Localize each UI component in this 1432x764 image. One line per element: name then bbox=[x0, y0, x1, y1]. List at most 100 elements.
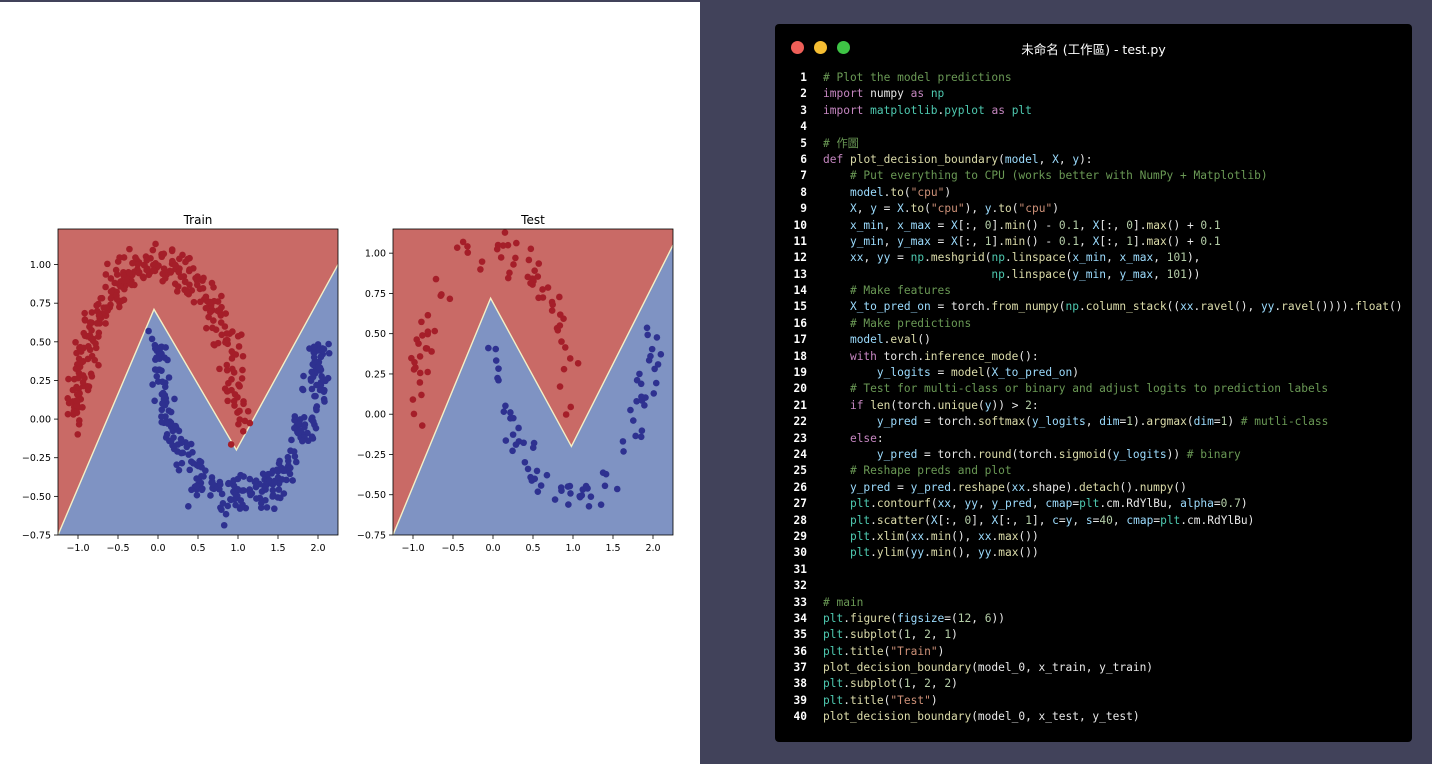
test-plot: −1.0 −0.5 0.0 0.5 1.0 1.5 2.0 −0.75 −0.50 −0.25 0.… bbox=[357, 213, 674, 554]
line-number: 12 bbox=[793, 251, 807, 265]
data-point bbox=[228, 375, 235, 383]
code-line[interactable]: 31 bbox=[775, 562, 1412, 578]
line-code: plt.xlim(xx.min(), xx.max()) bbox=[849, 529, 1039, 543]
code-area[interactable]: 1 # Plot the model predictions 2 import num… bbox=[775, 70, 1412, 726]
x-tick-label: 1.0 bbox=[230, 543, 245, 554]
code-line[interactable]: 18 with torch.inference_mode(): bbox=[775, 349, 1412, 365]
data-point bbox=[185, 267, 193, 275]
code-line[interactable]: 23 else: bbox=[775, 431, 1412, 447]
line-number: 22 bbox=[793, 415, 807, 429]
code-line[interactable]: 7 # Put everything to CPU (works better … bbox=[775, 168, 1412, 184]
code-line[interactable]: 39 plt.title("Test") bbox=[775, 693, 1412, 709]
code-line[interactable]: 24 y_pred = torch.round(torch.sigmoid(y_… bbox=[775, 447, 1412, 463]
window-title: 未命名 (工作區) - test.py bbox=[1021, 42, 1166, 57]
code-line[interactable]: 12 xx, yy = np.meshgrid(np.linspace(x_mi… bbox=[775, 250, 1412, 266]
data-point bbox=[72, 338, 79, 346]
x-tick-label: −1.0 bbox=[66, 543, 89, 554]
data-point bbox=[185, 503, 192, 510]
code-line[interactable]: 28 plt.scatter(X[:, 0], X[:, 1], c=y, s=… bbox=[775, 513, 1412, 529]
code-line[interactable]: 17 model.eval() bbox=[775, 332, 1412, 348]
code-line[interactable]: 25 # Reshape preds and plot bbox=[775, 463, 1412, 479]
code-line[interactable]: 10 x_min, x_max = X[:, 0].min() - 0.1, X… bbox=[775, 218, 1412, 234]
code-line[interactable]: 3 import matplotlib.pyplot as plt bbox=[775, 103, 1412, 119]
data-point bbox=[102, 271, 110, 278]
data-point bbox=[504, 241, 512, 249]
data-point bbox=[209, 324, 216, 332]
data-point bbox=[160, 250, 168, 258]
data-point bbox=[494, 374, 501, 382]
data-point bbox=[186, 466, 194, 474]
line-code: plt.ylim(yy.min(), yy.max()) bbox=[849, 546, 1039, 560]
data-point bbox=[95, 361, 102, 369]
code-line[interactable]: 21 if len(torch.unique(y)) > 2: bbox=[775, 398, 1412, 414]
code-line[interactable]: 9 X, y = X.to("cpu"), y.to("cpu") bbox=[775, 201, 1412, 217]
code-line[interactable]: 30 plt.ylim(yy.min(), yy.max()) bbox=[775, 545, 1412, 561]
data-point bbox=[319, 376, 327, 383]
train-plot: −1.0 −0.5 0.0 0.5 1.0 1.5 2.0 −0.75 −0.50 −0.25 0.… bbox=[22, 213, 339, 554]
data-point bbox=[161, 354, 168, 361]
data-point bbox=[120, 272, 127, 279]
line-number: 11 bbox=[793, 234, 807, 248]
data-point bbox=[558, 338, 565, 345]
code-line[interactable]: 36 plt.title("Train") bbox=[775, 644, 1412, 660]
y-tick-label: 0.75 bbox=[365, 289, 386, 300]
code-line[interactable]: 8 model.to("cpu") bbox=[775, 185, 1412, 201]
code-line[interactable]: 13 np.linspace(y_min, y_max, 101)) bbox=[775, 267, 1412, 283]
line-code: plot_decision_boundary(model_0, x_train,… bbox=[823, 661, 1154, 675]
y-tick-label: −0.75 bbox=[357, 531, 386, 542]
code-line[interactable]: 22 y_pred = torch.softmax(y_logits, dim=… bbox=[775, 414, 1412, 430]
line-code: y_min, y_max = X[:, 1].min() - 0.1, X[:,… bbox=[849, 234, 1221, 248]
code-line[interactable]: 11 y_min, y_max = X[:, 1].min() - 0.1, X… bbox=[775, 234, 1412, 250]
code-line[interactable]: 16 # Make predictions bbox=[775, 316, 1412, 332]
data-point bbox=[418, 318, 425, 326]
code-line[interactable]: 2 import numpy as np bbox=[775, 86, 1412, 102]
data-point bbox=[86, 319, 94, 326]
data-point bbox=[225, 479, 232, 487]
code-line[interactable]: 15 X_to_pred_on = torch.from_numpy(np.co… bbox=[775, 299, 1412, 315]
code-line[interactable]: 34 plt.figure(figsize=(12, 6)) bbox=[775, 611, 1412, 627]
line-number: 13 bbox=[793, 267, 807, 281]
minimize-window-button[interactable] bbox=[814, 41, 827, 54]
line-code: if len(torch.unique(y)) > 2: bbox=[849, 398, 1039, 412]
data-point bbox=[75, 359, 83, 367]
data-point bbox=[556, 293, 563, 301]
code-line[interactable]: 33 # main bbox=[775, 595, 1412, 611]
code-line[interactable]: 29 plt.xlim(xx.min(), xx.max()) bbox=[775, 529, 1412, 545]
code-line[interactable]: 1 # Plot the model predictions bbox=[775, 70, 1412, 86]
data-point bbox=[103, 304, 110, 311]
data-point bbox=[520, 439, 527, 447]
data-point bbox=[202, 293, 210, 301]
x-tick-label: 2.0 bbox=[310, 543, 325, 554]
code-line[interactable]: 19 y_logits = model(X_to_pred_on) bbox=[775, 365, 1412, 381]
line-code: import matplotlib.pyplot as plt bbox=[823, 103, 1032, 117]
code-line[interactable]: 20 # Test for multi-class or binary and … bbox=[775, 381, 1412, 397]
line-code: x_min, x_max = X[:, 0].min() - 0.1, X[:,… bbox=[849, 218, 1221, 232]
lower-region bbox=[393, 245, 673, 535]
code-line[interactable]: 4 bbox=[775, 119, 1412, 135]
line-number: 39 bbox=[793, 693, 807, 707]
code-line[interactable]: 35 plt.subplot(1, 2, 1) bbox=[775, 627, 1412, 643]
data-point bbox=[418, 391, 425, 399]
line-number: 6 bbox=[800, 152, 807, 166]
line-code: # Plot the model predictions bbox=[823, 71, 1012, 84]
data-point bbox=[567, 403, 575, 411]
code-line[interactable]: 38 plt.subplot(1, 2, 2) bbox=[775, 676, 1412, 692]
data-point bbox=[207, 492, 214, 499]
data-point bbox=[574, 359, 582, 367]
data-point bbox=[418, 422, 426, 429]
code-line[interactable]: 27 plt.contourf(xx, yy, y_pred, cmap=plt… bbox=[775, 496, 1412, 512]
data-point bbox=[218, 331, 226, 339]
data-point bbox=[98, 294, 106, 302]
data-point bbox=[183, 443, 191, 451]
code-line[interactable]: 5 # 作圖 bbox=[775, 136, 1412, 152]
code-line[interactable]: 14 # Make features bbox=[775, 283, 1412, 299]
code-line[interactable]: 26 y_pred = y_pred.reshape(xx.shape).det… bbox=[775, 480, 1412, 496]
code-line[interactable]: 40 plot_decision_boundary(model_0, x_test… bbox=[775, 709, 1412, 725]
code-line[interactable]: 37 plot_decision_boundary(model_0, x_trai… bbox=[775, 660, 1412, 676]
close-window-button[interactable] bbox=[791, 41, 804, 54]
maximize-window-button[interactable] bbox=[837, 41, 850, 54]
line-code: plt.scatter(X[:, 0], X[:, 1], c=y, s=40,… bbox=[849, 513, 1255, 527]
data-point bbox=[168, 247, 176, 255]
code-line[interactable]: 32 bbox=[775, 578, 1412, 594]
code-line[interactable]: 6 def plot_decision_boundary(model, X, y)… bbox=[775, 152, 1412, 168]
